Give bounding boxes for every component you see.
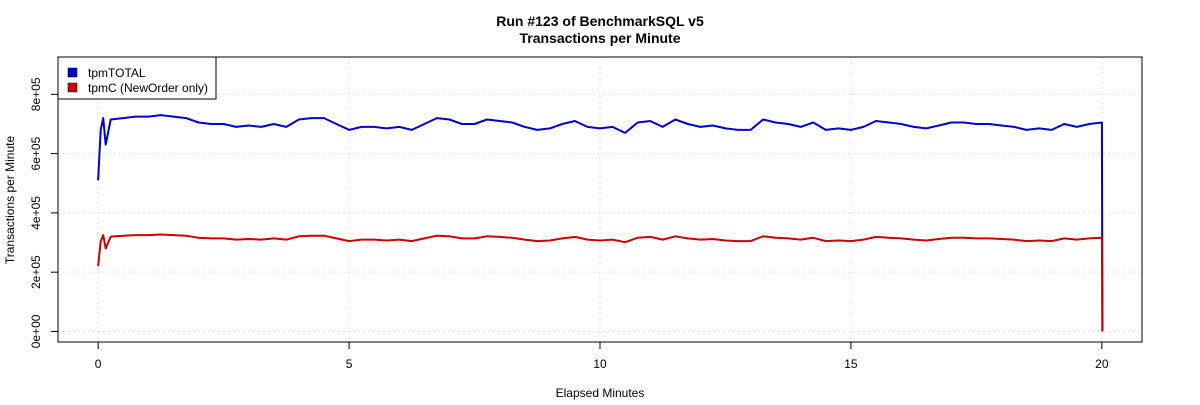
- y-tick-label: 2e+05: [29, 255, 43, 289]
- grid: [58, 57, 1142, 342]
- legend-box: [57, 56, 217, 100]
- x-tick-label: 10: [593, 357, 607, 371]
- series-line-1: [97, 233, 1104, 332]
- legend-label-1: tpmC (NewOrder only): [88, 81, 208, 95]
- x-tick-label: 20: [1095, 357, 1109, 371]
- x-tick-label: 5: [346, 357, 353, 371]
- x-tick-label: 0: [95, 357, 102, 371]
- series-line-0: [97, 114, 1104, 332]
- x-tick-label: 15: [844, 357, 858, 371]
- y-tick-label: 4e+05: [29, 196, 43, 230]
- chart-title: Run #123 of BenchmarkSQL v5: [496, 13, 704, 29]
- x-axis-label: Elapsed Minutes: [556, 386, 645, 400]
- chart-subtitle: Transactions per Minute: [519, 30, 680, 46]
- y-tick-label: 0e+00: [29, 314, 43, 348]
- plot-frame: [57, 56, 1143, 343]
- legend-label-0: tpmTOTAL: [88, 66, 146, 80]
- axes: 0 5 10 15 20 0e+00 2e+05 4e+05 6e+05 8e+05: [29, 77, 1109, 371]
- y-axis-label: Transactions per Minute: [3, 136, 17, 265]
- y-tick-label: 8e+05: [29, 77, 43, 111]
- legend-swatch-0: [67, 67, 78, 78]
- series-layer: [97, 114, 1104, 332]
- legend-swatch-1: [67, 82, 78, 93]
- y-tick-label: 6e+05: [29, 136, 43, 170]
